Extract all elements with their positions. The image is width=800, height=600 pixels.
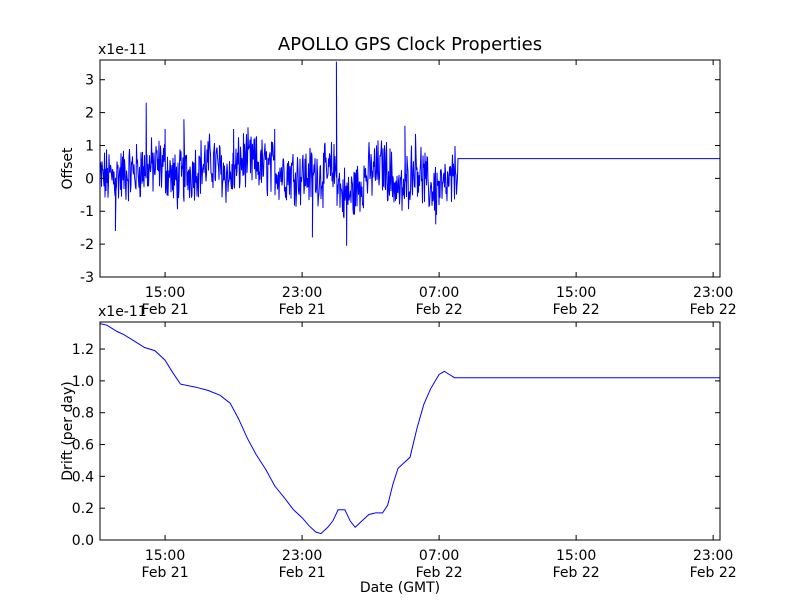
y-tick-label: 2 bbox=[85, 106, 94, 122]
exponent-label: x1e-11 bbox=[98, 42, 147, 58]
y-axis-label: Drift (per day) bbox=[60, 381, 76, 480]
x-tick-label: 23:00 bbox=[693, 548, 733, 564]
series-line-1-1 bbox=[99, 61, 720, 246]
x-tick-date-label: Feb 21 bbox=[142, 302, 189, 318]
x-tick-date-label: Feb 21 bbox=[279, 565, 326, 581]
series-line-2-1 bbox=[99, 323, 720, 535]
plot-2 bbox=[99, 321, 721, 541]
y-tick-label: -1 bbox=[80, 204, 94, 220]
x-tick-label: 15:00 bbox=[556, 285, 596, 301]
plot-frame bbox=[99, 321, 721, 541]
y-tick-label: 0.0 bbox=[72, 533, 94, 549]
x-tick-date-label: Feb 22 bbox=[553, 565, 600, 581]
x-tick-label: 07:00 bbox=[419, 548, 459, 564]
y-tick-label: 0.2 bbox=[72, 501, 94, 517]
x-tick-date-label: Feb 21 bbox=[279, 302, 326, 318]
x-tick-date-label: Feb 22 bbox=[553, 302, 600, 318]
y-tick-label: 0.8 bbox=[72, 406, 94, 422]
y-tick-label: -2 bbox=[80, 237, 94, 253]
x-tick-date-label: Feb 22 bbox=[690, 565, 737, 581]
y-tick-label: 1.0 bbox=[72, 374, 94, 390]
x-tick-date-label: Feb 21 bbox=[142, 565, 189, 581]
y-tick-label: 3 bbox=[85, 73, 94, 89]
y-axis-label: Offset bbox=[60, 147, 76, 190]
x-tick-label: 15:00 bbox=[145, 285, 185, 301]
x-axis-label: Date (GMT) bbox=[360, 580, 440, 596]
x-tick-label: 07:00 bbox=[419, 285, 459, 301]
x-tick-label: 23:00 bbox=[282, 285, 322, 301]
exponent-label: x1e-11 bbox=[98, 304, 147, 320]
x-tick-label: 15:00 bbox=[556, 548, 596, 564]
x-tick-label: 15:00 bbox=[145, 548, 185, 564]
y-tick-label: 0.6 bbox=[72, 438, 94, 454]
plot-frame bbox=[99, 59, 721, 278]
y-tick-label: 0 bbox=[85, 171, 94, 187]
x-tick-date-label: Feb 22 bbox=[416, 302, 463, 318]
y-tick-label: 1 bbox=[85, 138, 94, 154]
x-tick-label: 23:00 bbox=[282, 548, 322, 564]
y-tick-label: -3 bbox=[80, 270, 94, 286]
x-tick-label: 23:00 bbox=[693, 285, 733, 301]
x-tick-date-label: Feb 22 bbox=[416, 565, 463, 581]
chart-title: APOLLO GPS Clock Properties bbox=[278, 34, 542, 55]
plot-1 bbox=[99, 59, 721, 278]
y-tick-label: 0.4 bbox=[72, 469, 94, 485]
x-tick-date-label: Feb 22 bbox=[690, 302, 737, 318]
y-tick-label: 1.2 bbox=[72, 342, 94, 358]
